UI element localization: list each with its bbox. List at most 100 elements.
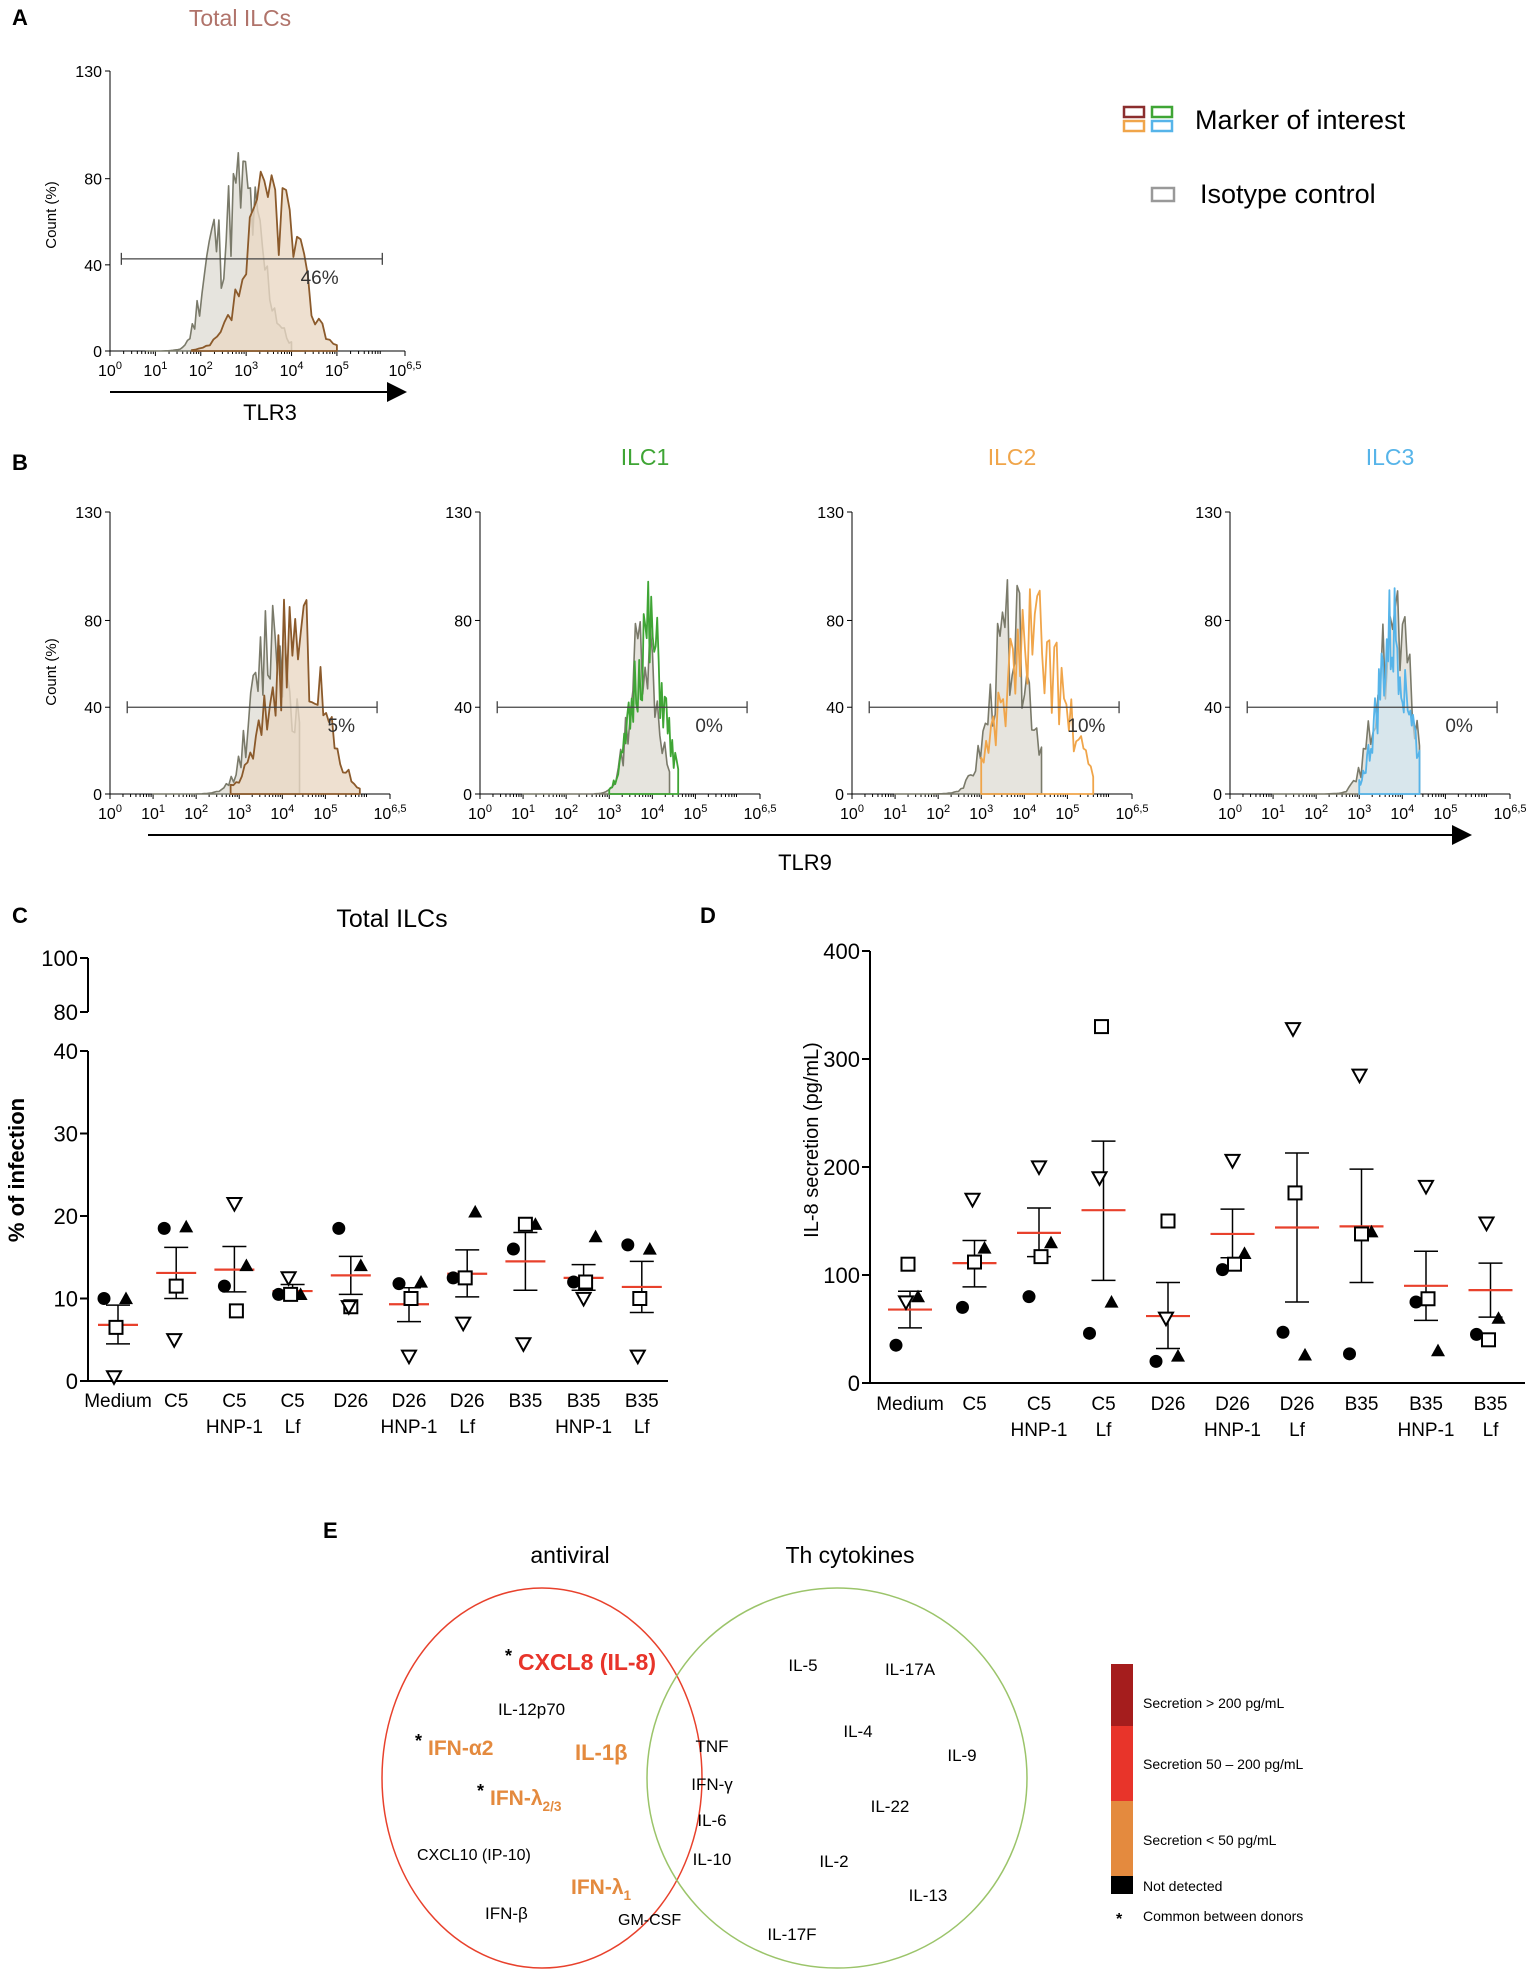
x-tick-exp: 6,5 [1133, 803, 1148, 815]
y-tick-label: 400 [823, 939, 860, 964]
x-tick-base: 10 [468, 806, 486, 823]
x-tick-base: 10 [143, 363, 161, 380]
legend-marker-of-interest: Marker of interest [1122, 105, 1406, 135]
x-tick-label: 103 [234, 360, 258, 380]
venn-label-overlap: IL-6 [697, 1811, 726, 1830]
x-tick-label: 106,5 [1493, 803, 1526, 823]
donor-point-circle [1216, 1263, 1229, 1277]
donor-point-circle [567, 1275, 581, 1289]
venn-label-antiviral: IL-1β [575, 1740, 628, 1765]
x-tick-label: 103 [1347, 803, 1371, 823]
category-label: C5 [1027, 1394, 1051, 1415]
y-tick-label: 200 [823, 1155, 860, 1180]
venn-label-th: IL-9 [947, 1746, 976, 1765]
panel-a-title: Total ILCs [189, 5, 291, 31]
scale-label: Secretion < 50 pg/mL [1143, 1832, 1277, 1848]
venn-label-text: CXCL10 (IP-10) [417, 1847, 531, 1864]
x-tick-exp: 0 [858, 803, 864, 815]
category-label: HNP-1 [206, 1417, 263, 1438]
venn-antiviral-title: antiviral [530, 1542, 609, 1568]
x-tick-base: 10 [926, 806, 944, 823]
marker-histogram [980, 588, 1095, 795]
category-label: C5 [222, 1391, 246, 1412]
category-label: Lf [1096, 1420, 1113, 1441]
panel-d-chart: 0 100 200 300 400 IL-8 secretion (pg/mL) Mediu… [801, 939, 1525, 1441]
donor-point-triangle-down [340, 1300, 358, 1316]
x-tick-label: 101 [511, 803, 535, 823]
venn-label-antiviral: IL-12p70 [498, 1700, 565, 1719]
y-tick-label: 80 [454, 613, 472, 630]
panel-b-title-ilc2: ILC2 [988, 444, 1037, 470]
x-tick-label: 105 [1433, 803, 1457, 823]
y-tick-label: 10 [54, 1287, 78, 1312]
donor-point-triangle [119, 1291, 133, 1305]
category-label: C5 [962, 1394, 986, 1415]
y-tick-label: 40 [826, 700, 844, 717]
x-tick-label: 105 [1055, 803, 1079, 823]
gate-percent: 10% [1067, 716, 1105, 737]
category-label: Lf [285, 1417, 302, 1438]
x-tick-base: 10 [1347, 806, 1365, 823]
x-tick-exp: 4 [1030, 803, 1036, 815]
donor-point-triangle [414, 1275, 428, 1288]
marker-histogram [608, 580, 680, 795]
donor-point-triangle-down [1284, 1022, 1302, 1038]
donor-point-triangle-down [1090, 1171, 1109, 1187]
category-label: Medium [876, 1394, 944, 1415]
x-tick-base: 10 [388, 363, 406, 380]
donor-point-triangle [1044, 1235, 1058, 1249]
category-label: HNP-1 [555, 1417, 612, 1438]
x-tick-base: 10 [98, 363, 116, 380]
y-tick-label: 0 [93, 787, 102, 804]
x-tick-label: 106,5 [373, 803, 406, 823]
x-tick-label: 104 [1012, 803, 1036, 823]
donor-point-triangle [1171, 1349, 1185, 1362]
panel-letter-e: E [323, 1518, 338, 1543]
donor-point-triangle-down [574, 1291, 593, 1308]
donor-point-triangle [588, 1229, 603, 1243]
category-label: D26 [333, 1391, 368, 1412]
x-tick-base: 10 [554, 806, 572, 823]
marker-histogram [1358, 587, 1421, 795]
venn-label-text: IFN-β [485, 1904, 528, 1923]
x-tick-label: 102 [1304, 803, 1328, 823]
legend-isotype: Isotype control [1150, 179, 1376, 209]
panel-b-title-ilc1: ILC1 [621, 444, 670, 470]
x-tick-base: 10 [511, 806, 529, 823]
venn-label-th: IL-17A [885, 1660, 936, 1679]
x-tick-base: 10 [743, 806, 761, 823]
donor-point-triangle [1237, 1246, 1252, 1259]
x-tick-label: 100 [98, 803, 122, 823]
x-tick-exp: 6,5 [761, 803, 776, 815]
category-label: D26 [392, 1391, 427, 1412]
x-tick-label: 101 [143, 360, 167, 380]
donor-point-circle [1276, 1325, 1290, 1339]
x-tick-exp: 3 [252, 360, 258, 372]
donor-point-circle [1409, 1295, 1423, 1309]
x-tick-base: 10 [640, 806, 658, 823]
y-tick-label: 80 [84, 172, 102, 189]
x-tick-exp: 3 [615, 803, 621, 815]
y-tick-label: 80 [84, 613, 102, 630]
x-tick-exp: 5 [701, 803, 707, 815]
y-tick-label: 300 [823, 1047, 860, 1072]
x-tick-exp: 4 [658, 803, 664, 815]
donor-point-square [403, 1291, 419, 1306]
y-tick-label-upper: 100 [41, 946, 78, 971]
scale-label: Secretion > 200 pg/mL [1143, 1695, 1284, 1711]
panel-letter-a: A [12, 5, 28, 30]
category-label: C5 [1091, 1394, 1115, 1415]
category-label: Lf [1483, 1420, 1500, 1441]
x-tick-base: 10 [1493, 806, 1511, 823]
scale-block [1111, 1664, 1133, 1726]
venn-label-antiviral: CXCL8 (IL-8) [518, 1649, 656, 1675]
donor-point-triangle-down [1223, 1153, 1242, 1170]
panel-a-xlabel: TLR3 [243, 400, 297, 425]
x-tick-label: 105 [683, 803, 707, 823]
donor-point-triangle [1491, 1311, 1506, 1324]
venn-label-th: IL-17F [767, 1925, 816, 1944]
x-tick-base: 10 [280, 363, 298, 380]
donor-point-square [283, 1286, 299, 1302]
